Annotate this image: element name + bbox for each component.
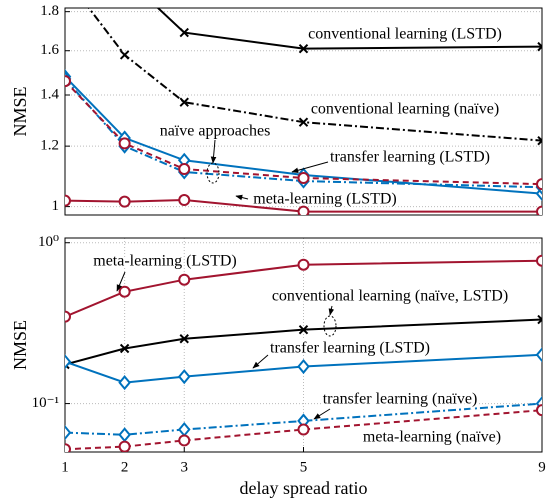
series-line — [87, 8, 542, 142]
y-tick-label: 10⁰ — [38, 234, 59, 250]
x-tick-label: 9 — [538, 459, 546, 475]
group-ellipse — [206, 162, 220, 184]
marker — [179, 97, 189, 107]
marker — [178, 273, 191, 286]
y-axis-label: NMSE — [10, 320, 30, 370]
marker — [65, 425, 72, 441]
marker — [65, 443, 71, 452]
y-tick-label: 10⁻¹ — [32, 395, 59, 411]
marker — [179, 27, 189, 38]
marker — [297, 205, 310, 215]
marker — [536, 205, 542, 215]
label-arrow — [291, 161, 329, 174]
marker — [298, 117, 309, 127]
x-tick-label: 2 — [121, 459, 129, 475]
series-label: conventional learning (naïve) — [311, 101, 499, 118]
annotation: naïve approaches — [160, 123, 271, 140]
marker — [178, 163, 191, 176]
label-arrow — [328, 305, 335, 316]
marker — [536, 178, 542, 191]
x-tick-label: 1 — [61, 459, 69, 475]
marker — [535, 347, 542, 363]
marker — [536, 254, 542, 267]
series-line — [65, 78, 542, 189]
label-arrow — [252, 354, 269, 369]
marker — [178, 194, 191, 207]
marker — [297, 423, 310, 436]
label-arrow — [116, 271, 126, 292]
y-tick-label: 1.6 — [40, 42, 59, 58]
marker — [177, 421, 191, 438]
y-tick-label: 1 — [52, 198, 60, 214]
series-label: meta-learning (naïve) — [363, 429, 501, 446]
y-tick-label: 1.4 — [40, 86, 59, 102]
group-ellipse — [323, 315, 337, 337]
marker — [118, 195, 131, 208]
marker — [65, 194, 71, 207]
label-arrow — [313, 408, 331, 420]
series-label: transfer learning (LSTD) — [330, 149, 490, 166]
marker — [119, 50, 130, 60]
plot-area — [65, 8, 542, 215]
marker — [65, 354, 72, 370]
marker — [118, 440, 131, 452]
marker — [119, 343, 130, 354]
series-label: conventional learning (LSTD) — [308, 26, 502, 43]
marker — [177, 369, 191, 385]
x-tick-label: 5 — [300, 459, 308, 475]
y-tick-label: 1.8 — [40, 3, 59, 19]
x-axis-label: delay spread ratio — [240, 478, 368, 498]
x-tick-label: 3 — [181, 459, 189, 475]
marker — [118, 137, 131, 150]
marker — [118, 375, 131, 391]
annotation-arrow — [210, 139, 217, 164]
marker — [179, 334, 189, 344]
marker — [118, 285, 131, 298]
marker — [118, 427, 131, 443]
series-label: meta-learning (LSTD) — [93, 253, 237, 270]
marker — [537, 314, 542, 325]
plot-frame — [64, 237, 543, 453]
marker — [297, 258, 310, 271]
marker — [537, 135, 542, 146]
marker — [297, 172, 310, 185]
plot-area — [65, 254, 542, 452]
label-arrow — [235, 194, 249, 201]
marker — [65, 75, 71, 88]
marker — [536, 404, 542, 417]
marker — [298, 43, 309, 54]
marker — [65, 310, 71, 323]
series-label: transfer learning (LSTD) — [270, 340, 430, 357]
marker — [298, 324, 309, 335]
marker — [178, 434, 191, 447]
series-label: conventional learning (naïve, LSTD) — [272, 288, 508, 305]
y-axis-label: NMSE — [10, 86, 30, 136]
marker — [537, 41, 542, 52]
series-label: meta-learning (LSTD) — [253, 191, 397, 208]
marker — [297, 358, 310, 375]
series-label: transfer learning (naïve) — [323, 391, 478, 408]
y-tick-label: 1.2 — [40, 138, 59, 154]
